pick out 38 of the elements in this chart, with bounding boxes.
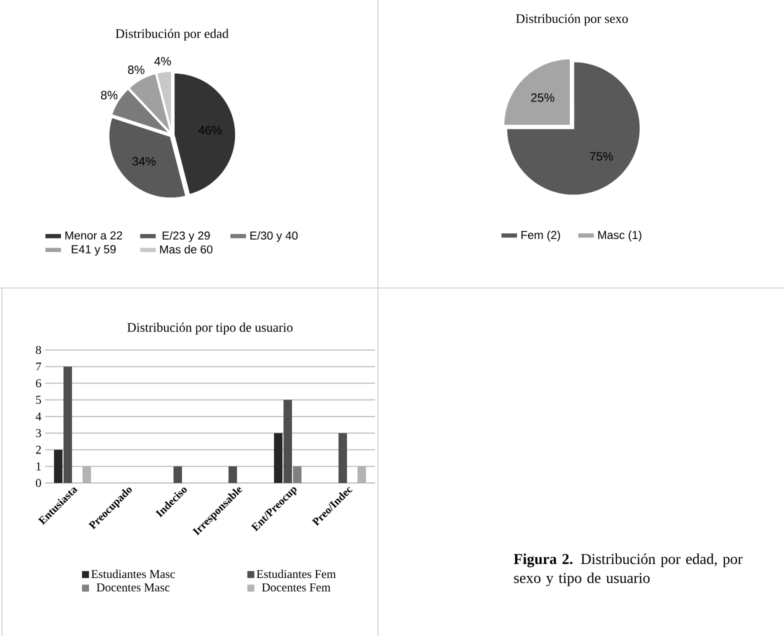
legend-label: Estudiantes Masc xyxy=(91,570,175,578)
data-label: 8% xyxy=(128,66,144,74)
legend-label: Estudiantes Fem xyxy=(256,570,336,578)
chart-title: Distribución por edad xyxy=(116,28,229,41)
legend-label: E41 y 59 xyxy=(72,245,116,256)
y-tick-label: 7 xyxy=(36,362,42,371)
data-label: 25% xyxy=(531,93,554,102)
legend-label: E/23 y 29 xyxy=(162,231,210,242)
legend-label: Fem (2) xyxy=(521,230,560,242)
data-label: 8% xyxy=(101,90,118,100)
text: Figura 2. Distribución por edad, por sexo y tipo de usuario xyxy=(514,554,743,586)
legend-label: Mas de 60 xyxy=(160,245,212,254)
legend-label: Menor a 22 xyxy=(65,231,122,240)
y-tick-label: 4 xyxy=(36,412,42,420)
y-tick-label: 0 xyxy=(36,478,42,488)
legend-label: E/30 y 40 xyxy=(250,231,298,242)
bar xyxy=(293,466,302,483)
y-tick-label: 2 xyxy=(36,446,41,454)
bar xyxy=(228,466,237,483)
bar xyxy=(174,466,182,483)
bar xyxy=(284,400,292,483)
legend-label: Docentes Masc xyxy=(96,583,170,592)
y-tick-label: 6 xyxy=(36,379,42,388)
data-label: 75% xyxy=(590,152,613,161)
y-tick-label: 3 xyxy=(36,429,42,438)
y-tick-label: 8 xyxy=(36,346,42,354)
bar xyxy=(64,366,72,483)
data-label: 34% xyxy=(132,157,156,166)
y-tick-label: 1 xyxy=(36,462,41,470)
chart-title: Distribución por tipo de usuario xyxy=(127,322,293,334)
data-label: 4% xyxy=(154,56,171,66)
chart-title: Distribución por sexo xyxy=(516,14,628,26)
legend-label: Docentes Fem xyxy=(262,583,330,592)
bar xyxy=(54,450,63,483)
bar xyxy=(338,433,347,483)
legend-label: Masc (1) xyxy=(598,230,642,242)
bar xyxy=(274,433,282,483)
y-tick-label: 5 xyxy=(36,396,42,404)
